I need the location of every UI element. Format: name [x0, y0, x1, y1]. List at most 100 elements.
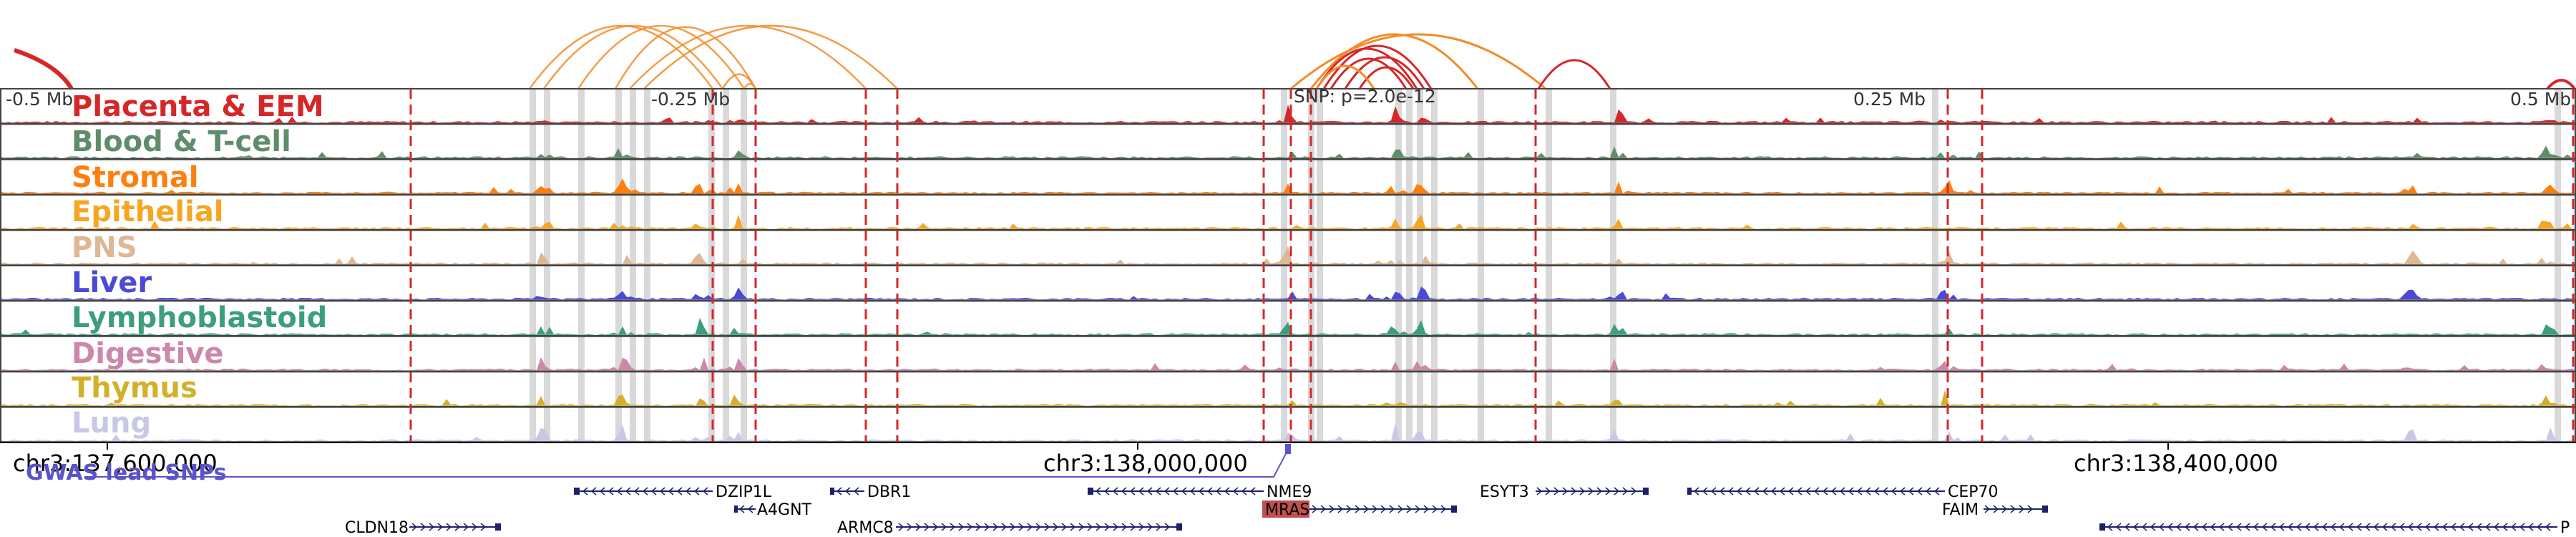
offset-label-minus-0-5mb: -0.5 Mb [6, 89, 73, 110]
strand-chevron [2244, 523, 2250, 531]
gene-p[interactable]: P [2099, 519, 2570, 537]
strand-chevron [1796, 487, 1802, 495]
strand-chevron [1389, 505, 1395, 513]
strand-chevron [1839, 487, 1845, 495]
gene-label-nme9: NME9 [1267, 483, 1312, 501]
strand-chevron [1095, 487, 1101, 495]
strand-chevron [1984, 505, 1991, 513]
strand-chevron [1320, 505, 1327, 513]
coordinate-137600000: chr3:137,600,000 [13, 450, 218, 477]
gene-label-esyt3: ESYT3 [1480, 483, 1529, 501]
strand-chevron [1078, 523, 1085, 531]
strand-chevron [2416, 523, 2422, 531]
strand-chevron [480, 523, 487, 531]
strand-chevron [2124, 523, 2130, 531]
strand-chevron [1130, 523, 1136, 531]
strand-chevron [844, 487, 851, 495]
loop-arc [1315, 47, 1418, 90]
strand-chevron [1155, 487, 1161, 495]
strand-chevron [1113, 523, 1119, 531]
chromatin-loop-arcs [14, 24, 2576, 90]
strand-chevron [2218, 523, 2225, 531]
offset-label-0-25mb: 0.25 Mb [1853, 89, 1926, 110]
strand-chevron [2364, 523, 2371, 531]
strand-chevron [2132, 523, 2139, 531]
strand-chevron [1745, 487, 1751, 495]
strand-chevron [1822, 487, 1828, 495]
track-label-blood-tcell: Blood & T-cell [72, 125, 291, 158]
strand-chevron [2184, 523, 2190, 531]
track-signal [0, 105, 2576, 123]
gene-cldn18[interactable]: CLDN18 [345, 519, 501, 537]
gene-label-cep70: CEP70 [1948, 483, 1999, 501]
strand-chevron [659, 487, 665, 495]
gene-nme9[interactable]: NME9 [1088, 483, 1312, 501]
strand-chevron [2407, 523, 2414, 531]
strand-chevron [1070, 523, 1076, 531]
strand-chevron [2493, 523, 2499, 531]
gene-a4gnt[interactable]: A4GNT [734, 501, 812, 519]
strand-chevron [853, 487, 859, 495]
tissue-tracks [0, 88, 2576, 443]
gene-mras[interactable]: MRAS [1262, 500, 1457, 519]
strand-chevron [1993, 505, 1999, 513]
strand-chevron [2527, 523, 2534, 531]
coordinate-138000000: chr3:138,000,000 [1043, 450, 1248, 477]
strand-chevron [1727, 487, 1734, 495]
loop-arc [743, 82, 757, 90]
strand-chevron [1249, 487, 1256, 495]
strand-chevron [599, 487, 605, 495]
snp-pvalue-label: SNP: p=2.0e-12 [1294, 86, 1436, 107]
strand-chevron [1536, 487, 1543, 495]
strand-chevron [1779, 487, 1785, 495]
strand-chevron [1206, 487, 1213, 495]
offset-label-minus-0-25mb: -0.25 Mb [651, 89, 730, 110]
strand-chevron [1198, 487, 1204, 495]
track-signal [0, 317, 2576, 335]
track-label-liver: Liver [72, 266, 152, 299]
gene-dbr1[interactable]: DBR1 [830, 483, 911, 501]
strand-chevron [992, 523, 999, 531]
strand-chevron [2313, 523, 2319, 531]
loop-arc [1309, 33, 1479, 90]
strand-chevron [1813, 487, 1820, 495]
gene-cep70[interactable]: CEP70 [1687, 483, 1999, 501]
strand-chevron [1103, 487, 1110, 495]
strand-chevron [2459, 523, 2465, 531]
loop-arc [1315, 64, 1375, 90]
strand-chevron [1432, 505, 1438, 513]
strand-chevron [1890, 487, 1897, 495]
strand-chevron [2192, 523, 2199, 531]
strand-chevron [2235, 523, 2242, 531]
strand-chevron [1622, 487, 1629, 495]
gene-label-mras: MRAS [1265, 501, 1309, 519]
strand-chevron [2467, 523, 2474, 531]
track-signal [0, 390, 2576, 406]
strand-chevron [1380, 505, 1387, 513]
track-signal [0, 246, 2576, 264]
strand-chevron [2158, 523, 2165, 531]
strand-chevron [1693, 487, 1699, 495]
strand-chevron [2450, 523, 2457, 531]
strand-chevron [1329, 505, 1335, 513]
gene-armc8[interactable]: ARMC8 [837, 519, 1182, 537]
strand-chevron [1440, 505, 1447, 513]
strand-chevron [1104, 523, 1111, 531]
track-label-stromal: Stromal [72, 161, 199, 194]
strand-chevron [1035, 523, 1042, 531]
strand-chevron [1087, 523, 1093, 531]
gene-label-p: P [2560, 519, 2570, 537]
strand-chevron [420, 523, 426, 531]
strand-chevron [1562, 487, 1568, 495]
gene-faim[interactable]: FAIM [1942, 501, 2048, 519]
gwas-lead-snp-marker [1285, 444, 1291, 454]
strand-chevron [1553, 487, 1560, 495]
loop-arc [528, 24, 714, 90]
strand-chevron [608, 487, 614, 495]
strand-chevron [1027, 523, 1033, 531]
gene-esyt3[interactable]: ESYT3 [1480, 483, 1649, 501]
strand-chevron [1112, 487, 1118, 495]
strand-chevron [1830, 487, 1837, 495]
gene-dzip1l[interactable]: DZIP1L [574, 483, 772, 501]
strand-chevron [1736, 487, 1742, 495]
